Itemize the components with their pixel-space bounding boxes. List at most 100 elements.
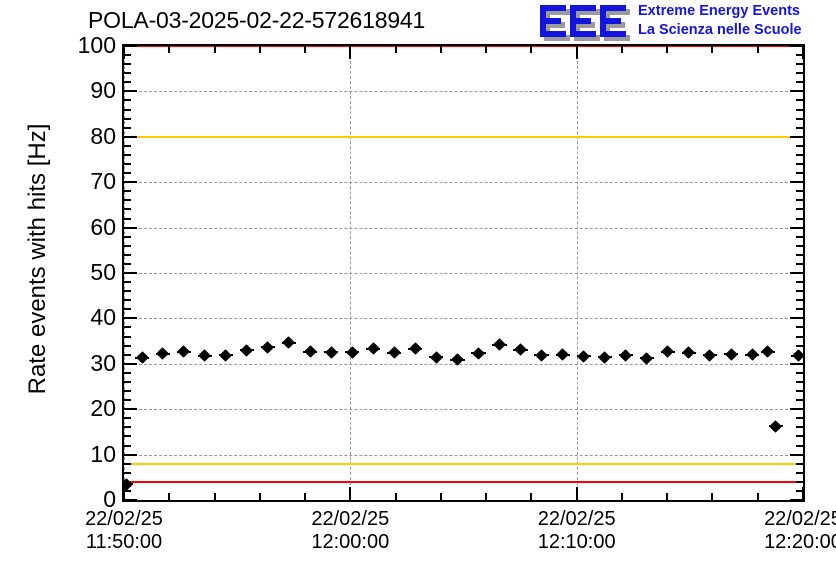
y-tick-minor [124, 371, 131, 374]
y-tick-minor-right [796, 299, 803, 302]
y-tick-minor [124, 326, 131, 329]
x-tick-minor [530, 493, 533, 500]
y-tick-minor-right [796, 153, 803, 156]
data-marker [661, 345, 675, 359]
x-tick-minor [666, 493, 669, 500]
y-tick-minor-right [796, 81, 803, 84]
y-tick-minor [124, 208, 131, 211]
y-tick-label: 60 [90, 213, 116, 240]
data-marker [366, 342, 380, 356]
data-marker [724, 347, 738, 361]
plot-area [124, 46, 803, 500]
y-tick-minor-right [796, 54, 803, 57]
grid-line-horizontal [124, 454, 803, 456]
y-tick-minor-right [796, 190, 803, 193]
x-tick-minor-top [168, 46, 171, 53]
y-tick-minor [124, 281, 131, 284]
data-point [155, 347, 170, 361]
y-tick-major [124, 453, 137, 456]
lower-red-limit [124, 480, 803, 483]
x-tick-minor [258, 493, 261, 500]
y-tick-minor-right [796, 489, 803, 492]
eee-logo: Extreme Energy Events La Scienza nelle S… [540, 2, 832, 42]
data-point [597, 351, 612, 364]
x-tick-label-time: 12:00:00 [311, 531, 390, 553]
x-tick-minor [439, 493, 442, 500]
y-tick-minor [124, 390, 131, 393]
data-point [239, 343, 255, 357]
data-marker [324, 346, 338, 359]
page-title: POLA-03-2025-02-22-572618941 [88, 7, 426, 33]
grid-line-horizontal [124, 227, 803, 229]
y-tick-minor [124, 344, 131, 347]
y-tick-minor [124, 399, 131, 402]
y-tick-minor [124, 54, 131, 57]
x-tick-label-date: 22/02/25 [764, 508, 836, 530]
y-tick-minor [124, 99, 131, 102]
y-tick-major-right [790, 46, 803, 47]
data-marker [198, 349, 212, 362]
grid-line-horizontal [124, 273, 803, 274]
x-tick-minor [485, 493, 488, 500]
data-point [791, 349, 803, 362]
y-tick-minor [124, 471, 131, 474]
y-tick-minor [124, 353, 131, 356]
y-tick-minor [124, 190, 131, 193]
data-point [723, 347, 739, 361]
x-tick-major [349, 487, 352, 500]
data-marker [703, 348, 717, 362]
grid-line-horizontal [124, 318, 803, 320]
y-tick-minor-right [796, 244, 803, 247]
x-tick-major [124, 487, 125, 500]
logo-text: Extreme Energy Events La Scienza nelle S… [638, 2, 802, 40]
y-tick-minor-right [796, 335, 803, 338]
grid-line-horizontal [124, 91, 803, 93]
y-tick-minor-right [796, 290, 803, 293]
y-tick-minor [124, 435, 131, 438]
y-tick-minor-right [796, 63, 803, 66]
y-tick-minor [124, 81, 131, 84]
y-tick-minor [124, 153, 131, 156]
y-tick-minor [124, 144, 131, 147]
logo-letter-e-3 [600, 5, 630, 41]
x-tick-major [802, 487, 803, 500]
y-tick-minor-right [796, 390, 803, 393]
y-tick-minor-right [796, 344, 803, 347]
x-tick-major-top [124, 46, 125, 59]
data-marker [135, 351, 149, 365]
y-tick-label: 20 [90, 395, 116, 422]
x-tick-label: 22/02/25 12:10:00 [517, 508, 637, 554]
data-point [345, 346, 360, 359]
data-point [387, 346, 402, 360]
x-tick-minor [756, 493, 759, 500]
y-tick-minor-right [796, 172, 803, 175]
data-marker [769, 420, 783, 433]
y-tick-minor [124, 417, 131, 420]
y-tick-minor-right [796, 99, 803, 102]
y-tick-minor [124, 126, 131, 129]
data-point [702, 348, 718, 362]
x-tick-minor [620, 493, 623, 500]
x-tick-minor-top [213, 46, 216, 53]
y-tick-major-right [790, 499, 803, 500]
x-tick-minor-top [485, 46, 488, 53]
x-tick-minor [304, 493, 307, 500]
x-tick-minor [394, 493, 397, 500]
x-tick-major [575, 487, 578, 500]
y-tick-minor-right [796, 199, 803, 202]
y-tick-label: 100 [77, 32, 116, 58]
y-tick-label: 70 [90, 168, 116, 195]
data-marker [303, 345, 317, 359]
data-marker [345, 346, 359, 359]
y-tick-minor-right [796, 235, 803, 238]
data-marker [791, 349, 803, 362]
x-tick-minor-top [756, 46, 759, 53]
y-tick-minor [124, 262, 131, 265]
x-tick-minor-top [530, 46, 533, 53]
data-point [450, 353, 465, 367]
data-point [135, 351, 150, 365]
data-point [471, 346, 486, 360]
data-marker [761, 345, 775, 359]
y-tick-minor-right [796, 108, 803, 111]
